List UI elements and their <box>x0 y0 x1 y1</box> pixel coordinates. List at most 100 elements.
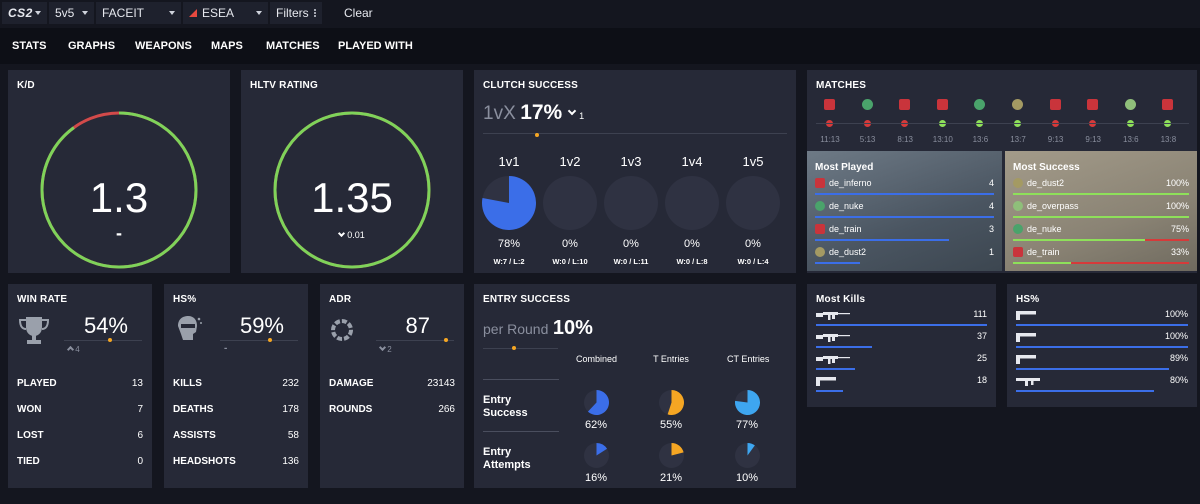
map-train-icon <box>815 224 825 234</box>
match-score: 5:13 <box>859 135 876 144</box>
clutch-column: 1v4 0% W:0 / L:8 <box>663 154 721 266</box>
list-item[interactable]: 18 <box>816 374 987 392</box>
entry-value: 21% <box>659 472 683 484</box>
clutch-column: 1v2 0% W:0 / L:10 <box>541 154 599 266</box>
weapon-hs-title: HS% <box>1016 294 1040 305</box>
match-score: 13:6 <box>1123 135 1139 144</box>
map-name: de_overpass <box>1027 201 1079 211</box>
entry-pie <box>584 443 609 468</box>
bar-fill <box>1013 216 1189 218</box>
stat-value: 7 <box>137 404 143 415</box>
clutch-win-loss: W:0 / L:8 <box>676 257 708 266</box>
map-nuke-icon <box>815 201 825 211</box>
bar-fill <box>1016 368 1170 370</box>
list-item[interactable]: 100% <box>1016 308 1188 326</box>
filters-label: Filters <box>276 6 309 20</box>
entry-marker <box>512 346 516 350</box>
hs-marker <box>268 338 272 342</box>
hltv-gauge <box>273 111 431 269</box>
map-dust2-icon <box>1012 99 1023 110</box>
game-select[interactable]: CS2 <box>2 2 47 24</box>
map-value: 3 <box>988 224 994 234</box>
divider <box>483 379 559 380</box>
hs-title: HS% <box>173 294 197 305</box>
match-score: 8:13 <box>897 135 913 144</box>
bar-fill <box>815 216 994 218</box>
entry-pie <box>735 443 760 468</box>
match-score: 9:13 <box>1085 135 1101 144</box>
filters-button[interactable]: Filters <box>270 2 322 24</box>
stat-row: DEATHS 178 <box>173 404 299 415</box>
entry-value: 16% <box>584 472 608 484</box>
weapon-value: 25 <box>976 353 987 363</box>
clutch-pie <box>604 176 658 230</box>
entry-value: 62% <box>584 419 608 431</box>
list-item[interactable]: de_train 33% <box>1013 246 1189 266</box>
kd-change: - <box>116 223 122 243</box>
stat-row: LOST 6 <box>17 430 143 441</box>
matches-title: MATCHES <box>816 80 867 91</box>
kd-gauge-fill <box>40 111 198 269</box>
hltv-gauge-fill <box>273 111 431 269</box>
list-item[interactable]: 100% <box>1016 330 1188 348</box>
stat-row: ASSISTS 58 <box>173 430 299 441</box>
list-item[interactable]: de_dust2 100% <box>1013 177 1189 197</box>
entry-title: ENTRY SUCCESS <box>483 294 571 305</box>
adr-marker <box>444 338 448 342</box>
tab-stats[interactable]: STATS <box>12 40 47 52</box>
stat-value: 13 <box>131 378 143 389</box>
adr-value: 87 <box>405 313 430 338</box>
win-rate-change-row: 4 <box>66 345 80 354</box>
list-item[interactable]: de_nuke 75% <box>1013 223 1189 243</box>
bar-fill <box>1016 390 1154 392</box>
clear-button[interactable]: Clear <box>344 6 373 20</box>
entry-card: ENTRY SUCCESS per Round 10% Combined T En… <box>474 284 796 488</box>
weapon-value: 80% <box>1169 375 1188 385</box>
row-label: Entry Attempts <box>483 446 531 471</box>
win-rate-change: 4 <box>75 345 80 354</box>
list-item[interactable]: de_dust2 1 <box>815 246 994 266</box>
clutch-marker <box>535 133 539 137</box>
map-name: de_nuke <box>1027 224 1062 234</box>
stat-value: 58 <box>287 430 299 441</box>
stat-label: PLAYED <box>17 378 57 389</box>
bar-fill <box>815 262 860 264</box>
bar-fill <box>1016 346 1188 348</box>
list-item[interactable]: de_nuke 4 <box>815 200 994 220</box>
column-header: T Entries <box>653 354 689 364</box>
clutch-change: 1 <box>579 111 585 121</box>
tab-matches[interactable]: MATCHES <box>266 40 320 52</box>
chevron-down-icon <box>35 11 41 15</box>
stat-value: 232 <box>282 378 299 389</box>
bar-fill <box>816 390 844 392</box>
map-train-icon <box>899 99 911 110</box>
clutch-label: 1v3 <box>620 154 642 169</box>
bar-track <box>1013 262 1189 264</box>
list-item[interactable]: de_train 3 <box>815 223 994 243</box>
stat-row: WON 7 <box>17 404 143 415</box>
list-item[interactable]: de_overpass 100% <box>1013 200 1189 220</box>
league-select[interactable]: ESEA <box>183 2 268 24</box>
platform-select[interactable]: FACEIT <box>96 2 181 24</box>
list-item[interactable]: de_inferno 4 <box>815 177 994 197</box>
tab-graphs[interactable]: GRAPHS <box>68 40 116 52</box>
map-train-icon <box>1049 99 1061 110</box>
headshot-icon <box>178 316 202 340</box>
tab-maps[interactable]: MAPS <box>211 40 243 52</box>
tab-weapons[interactable]: WEAPONS <box>135 40 192 52</box>
map-nuke-icon <box>1013 224 1023 234</box>
list-item[interactable]: 80% <box>1016 374 1188 392</box>
list-item[interactable]: 37 <box>816 330 987 348</box>
list-item[interactable]: 25 <box>816 352 987 370</box>
list-item[interactable]: 111 <box>816 308 987 326</box>
clutch-column: 1v5 0% W:0 / L:4 <box>724 154 782 266</box>
chevron-down-icon <box>567 106 576 116</box>
tab-played-with[interactable]: PLAYED WITH <box>338 40 413 52</box>
hltv-title: HLTV RATING <box>250 80 318 91</box>
mode-select[interactable]: 5v5 <box>49 2 94 24</box>
mode-value: 5v5 <box>55 6 75 20</box>
stat-row: TIED 0 <box>17 456 143 467</box>
list-item[interactable]: 89% <box>1016 352 1188 370</box>
kd-gauge <box>40 111 198 269</box>
stat-value: 6 <box>137 430 143 441</box>
